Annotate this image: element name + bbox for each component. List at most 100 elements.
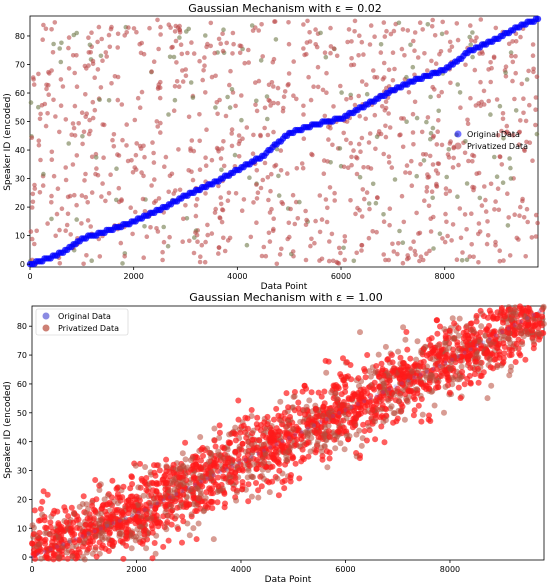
privatized-point [265, 116, 270, 122]
original-point [443, 360, 448, 365]
original-point [450, 357, 454, 362]
privatized-point [342, 238, 348, 244]
privatized-point [123, 521, 130, 528]
privatized-point [149, 479, 155, 486]
privatized-point [93, 553, 100, 560]
privatized-point [29, 205, 35, 210]
privatized-point [378, 360, 385, 367]
privatized-point [427, 153, 433, 159]
privatized-point [184, 216, 190, 221]
privatized-point [30, 199, 36, 205]
privatized-point [40, 37, 45, 42]
privatized-point [42, 530, 49, 537]
privatized-point [313, 447, 320, 454]
privatized-point [434, 317, 440, 324]
privatized-point [485, 233, 491, 238]
privatized-point [330, 418, 337, 425]
privatized-point [308, 389, 315, 396]
original-point [255, 451, 260, 456]
privatized-point [298, 458, 305, 465]
privatized-point [470, 159, 475, 164]
privatized-point [68, 529, 74, 536]
original-point [462, 350, 467, 355]
privatized-point [177, 187, 183, 193]
privatized-point [219, 167, 224, 173]
privatized-point [66, 45, 71, 51]
privatized-point [83, 114, 88, 119]
privatized-point [231, 430, 238, 437]
privatized-point [211, 425, 218, 432]
privatized-point [167, 234, 172, 240]
privatized-point [460, 250, 465, 255]
privatized-point [349, 39, 354, 44]
privatized-point [419, 411, 426, 418]
privatized-point [100, 122, 105, 127]
privatized-point [401, 219, 407, 225]
privatized-point [429, 189, 435, 194]
privatized-point [48, 546, 55, 553]
original-point [167, 495, 172, 500]
privatized-point [303, 257, 309, 263]
privatized-point [286, 71, 292, 76]
privatized-point [283, 457, 290, 464]
privatized-point [302, 429, 309, 436]
privatized-point [451, 320, 458, 327]
privatized-point [50, 50, 56, 55]
privatized-point [70, 121, 76, 126]
privatized-point [484, 241, 490, 247]
privatized-point [471, 187, 476, 193]
privatized-point [332, 198, 338, 203]
privatized-point [271, 226, 276, 232]
privatized-point [157, 95, 163, 101]
original-point [356, 402, 360, 406]
privatized-point [356, 396, 363, 403]
privatized-point [291, 389, 298, 395]
privatized-point [305, 453, 312, 460]
privatized-point [476, 221, 482, 226]
privatized-point [179, 450, 186, 457]
privatized-point [63, 519, 70, 526]
privatized-point [114, 197, 119, 203]
privatized-point [229, 87, 235, 92]
privatized-point [342, 388, 349, 395]
privatized-point [183, 73, 189, 78]
privatized-point [366, 140, 372, 145]
privatized-point [36, 104, 41, 110]
original-point [142, 507, 147, 512]
privatized-point [479, 49, 485, 54]
privatized-point [324, 464, 331, 471]
privatized-point [180, 473, 187, 479]
privatized-point [209, 468, 216, 475]
privatized-point [106, 529, 113, 536]
privatized-point [93, 155, 99, 160]
privatized-point [274, 146, 280, 152]
privatized-point [200, 508, 207, 515]
privatized-point [235, 397, 242, 404]
privatized-point [403, 329, 410, 335]
privatized-point [335, 412, 342, 419]
original-point [111, 521, 116, 526]
privatized-point [254, 220, 259, 225]
privatized-point [109, 511, 116, 518]
privatized-point [250, 461, 257, 468]
privatized-point [309, 236, 314, 242]
privatized-point [456, 162, 461, 168]
privatized-point [68, 548, 75, 555]
privatized-point [267, 439, 274, 446]
privatized-point [374, 229, 379, 235]
privatized-point [403, 363, 410, 370]
privatized-point [216, 36, 222, 42]
privatized-point [466, 158, 471, 164]
privatized-point [210, 536, 217, 543]
privatized-point [418, 254, 424, 259]
privatized-point [326, 137, 331, 142]
privatized-point [324, 70, 329, 76]
privatized-point [462, 212, 468, 217]
privatized-point [348, 95, 354, 101]
privatized-point [224, 446, 231, 453]
privatized-point [357, 404, 363, 411]
privatized-point [110, 137, 115, 143]
privatized-point [446, 344, 453, 351]
privatized-point [445, 152, 451, 157]
privatized-point [442, 239, 448, 245]
